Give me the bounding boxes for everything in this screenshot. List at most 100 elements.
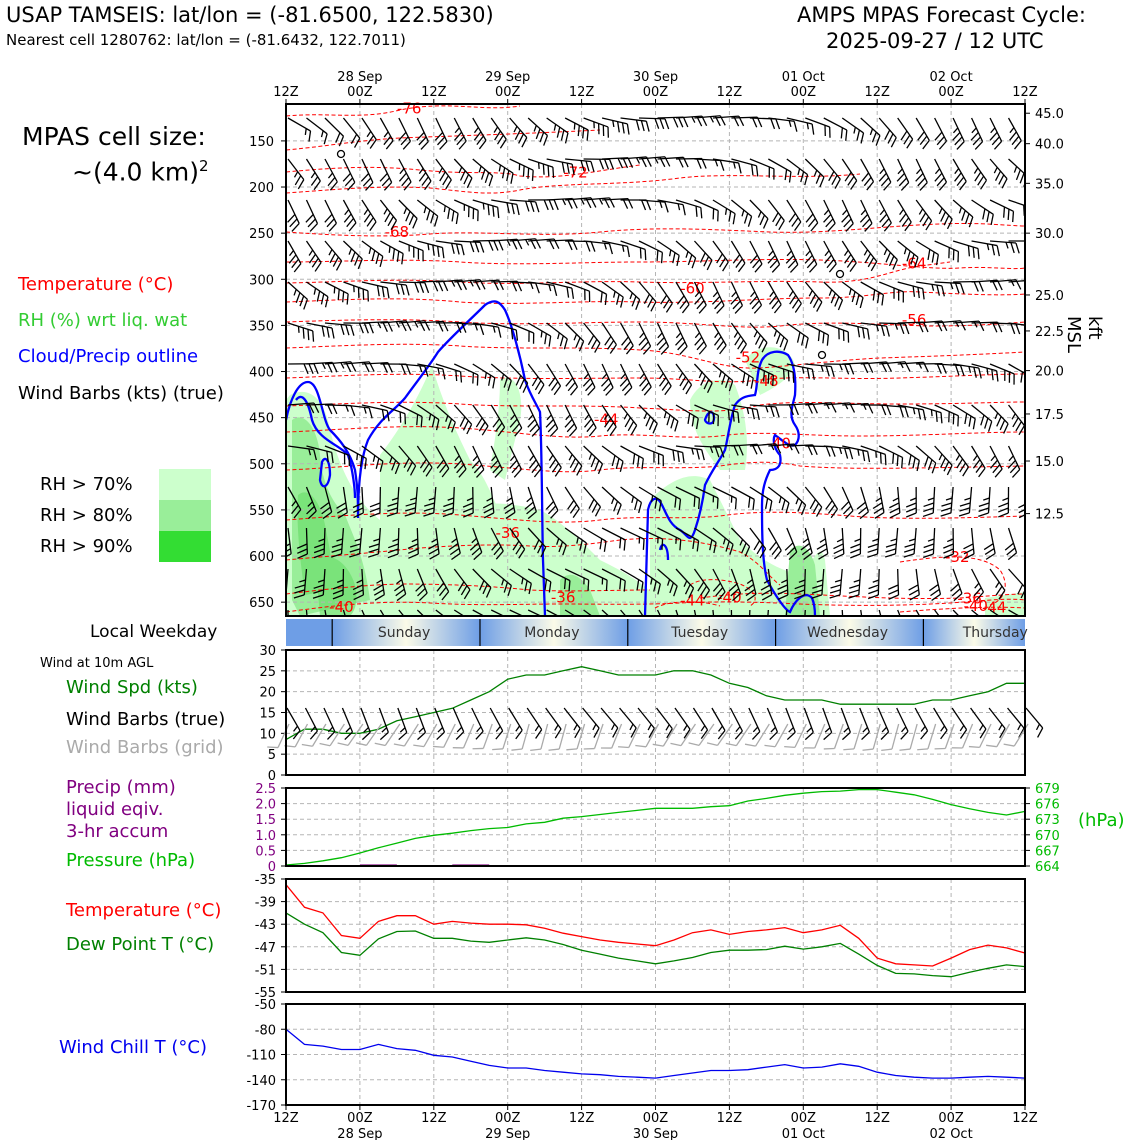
true-wind-barb [655,707,673,739]
barb-half [795,497,799,505]
barb-full [840,127,844,139]
barb-full [946,464,953,476]
true-wind-barb [304,707,318,740]
barb-staff [674,707,691,730]
precip-label: Precip (mm) [66,777,176,798]
top-date-label: 01 Oct [782,70,825,85]
wind-barb [398,609,416,616]
barb-full [387,507,398,512]
barb-half [611,497,615,505]
wind-barb [952,117,965,150]
barb-full [659,118,665,130]
barb-half [443,205,446,213]
barb-full [696,540,700,552]
barb-full [786,546,796,556]
wind-barb [472,117,487,150]
barb-full [420,141,429,150]
barb-staff [435,609,457,616]
wind-barb [712,568,726,601]
barb-full [509,459,518,469]
barb-full [935,411,938,422]
barb-full [1013,373,1015,385]
barb-half [354,538,362,542]
barb-full [841,731,851,741]
barb-full [558,541,564,553]
barb-full [963,543,974,550]
barb-full [609,426,617,436]
barb-staff [305,527,308,555]
barb-full [829,594,841,599]
barb-half [993,167,998,174]
barb-full [1030,208,1037,219]
barb-half [428,497,436,501]
barb-half [952,127,959,134]
barb-full [462,512,474,518]
barb-half [1033,165,1039,171]
wind-barb [545,404,559,437]
barb-full [293,509,302,519]
pressure-tick-label: 550 [249,504,274,519]
barb-staff [329,723,345,747]
barb-staff [989,199,1014,212]
wind-barb [978,486,991,517]
wind-barb [840,486,854,519]
barb-half [327,726,334,733]
barb-full [455,731,465,740]
wind-barb [749,363,775,386]
barb-full [638,502,643,514]
wind-barb [823,445,854,460]
barb-full [931,593,941,602]
barb-full [643,386,652,396]
barb-half [685,251,689,258]
barb-full [432,244,435,256]
wind-barb [509,158,534,181]
kft-tick-label: 17.5 [1035,408,1064,423]
wind-barb [879,404,909,418]
barb-full [565,377,574,387]
barb-full [418,592,428,602]
wind-barbs-upper [286,115,1052,616]
barb-full [829,126,831,138]
barb-half [588,453,593,460]
barb-full [472,208,475,220]
barb-full [475,730,484,740]
barb-full [737,412,740,424]
barb-half [521,577,524,585]
barb-full [302,327,305,339]
barb-staff [416,609,437,616]
barb-half [971,127,977,134]
wind-barb [805,363,835,378]
barb-half [972,455,978,462]
barb-full [431,416,436,428]
wind-barb [380,404,407,425]
barb-staff [343,281,369,292]
bottom-time-tick-label: 00Z [347,1111,373,1126]
temperature-contour-label: -68 [385,223,410,241]
barb-half [472,455,478,462]
barb-half [506,497,513,502]
barb-full [608,243,614,255]
barb-full [788,551,798,561]
barb-full [559,335,564,347]
barb-full [903,134,911,145]
barb-half [839,363,843,371]
wind-barb [471,445,485,478]
barb-full [788,213,796,223]
wind-barb [435,240,465,256]
rh80-label: RH > 80% [40,505,133,526]
barb-full [936,136,945,146]
barb-half [317,579,325,583]
barb-full [403,181,412,191]
barb-full [934,172,943,182]
barb-half [860,209,866,216]
barb-full [738,445,744,456]
barb-full [817,330,821,342]
barb-full [492,748,503,751]
wind-barb [620,486,643,514]
barb-half [714,332,720,339]
barb-full [1046,204,1052,215]
temperature-contour-label: -36 [551,589,576,607]
barb-half [770,726,776,733]
barb-full [368,548,380,553]
barb-half [683,724,688,731]
